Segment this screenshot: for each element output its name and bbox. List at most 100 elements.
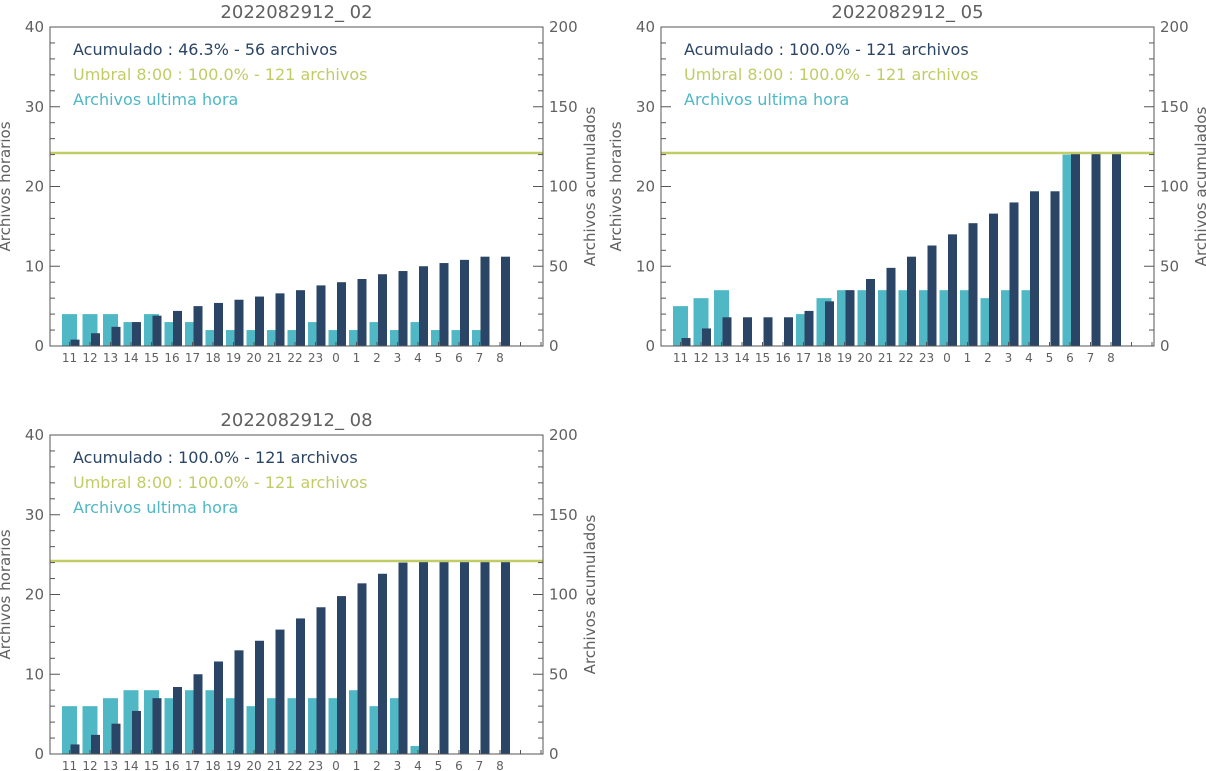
x-tick-label: 0 [943,351,951,365]
y2-tick-label: 150 [549,506,578,524]
x-tick-label: 6 [455,351,463,365]
y2-tick-label: 50 [549,257,568,275]
cumulative-bar [825,301,834,346]
x-tick-label: 17 [796,351,811,365]
cumulative-bar [702,328,711,346]
cumulative-bar [681,338,691,346]
x-tick-label: 4 [414,759,422,771]
cumulative-bar [111,326,121,346]
legend-hourly: Archivos ultima hora [684,90,849,109]
y-tick-label: 20 [25,178,44,196]
cumulative-bar [70,744,80,754]
x-tick-label: 4 [1025,351,1033,365]
x-tick-label: 8 [496,351,504,365]
cumulative-bar [173,687,182,754]
x-tick-label: 22 [898,351,913,365]
legend-hourly: Archivos ultima hora [73,90,238,109]
x-tick-label: 3 [394,351,402,365]
cumulative-bar [804,310,814,346]
x-tick-label: 20 [246,351,261,365]
legend-hourly: Archivos ultima hora [73,498,238,517]
x-tick-label: 2 [373,759,381,771]
y2-tick-label: 50 [1160,257,1179,275]
x-tick-label: 22 [287,759,302,771]
cumulative-bar [152,698,162,754]
cumulative-bar [927,245,937,346]
cumulative-bar [398,562,408,754]
x-tick-label: 12 [82,759,97,771]
cumulative-bar [132,710,141,754]
x-tick-label: 11 [673,351,688,365]
x-tick-label: 19 [226,351,241,365]
cumulative-bar [501,561,510,754]
cumulative-bar [480,256,490,346]
cumulative-bar [316,607,326,754]
x-tick-label: 5 [435,759,443,771]
cumulative-bar [907,256,916,346]
legend-threshold: Umbral 8:00 : 100.0% - 121 archivos [684,65,978,84]
x-tick-label: 2 [984,351,992,365]
x-tick-label: 4 [414,351,422,365]
cumulative-bar [1112,153,1121,346]
x-tick-label: 14 [734,351,749,365]
y-tick-label: 10 [25,257,44,275]
x-tick-label: 13 [103,759,118,771]
y-tick-label: 40 [25,426,44,444]
cumulative-bar [173,310,182,346]
cumulative-bar [70,339,80,346]
x-tick-label: 16 [164,351,179,365]
x-tick-label: 13 [103,351,118,365]
cumulative-bar [886,267,896,346]
cumulative-bar [91,333,100,346]
x-tick-label: 23 [308,351,323,365]
cumulative-bar [398,271,408,346]
hourly-bar [62,314,77,346]
x-tick-label: 18 [205,759,220,771]
y-axis-label: Archivos horarios [607,121,625,251]
cumulative-bar [501,256,510,346]
y2-tick-label: 200 [549,426,578,444]
x-tick-label: 0 [332,351,340,365]
cumulative-bar [439,263,449,346]
y-tick-label: 30 [25,98,44,116]
x-tick-label: 14 [123,759,138,771]
cumulative-bar [845,290,855,346]
x-tick-label: 7 [1087,351,1095,365]
cumulative-bar [337,282,346,346]
cumulative-bar [316,285,326,346]
cumulative-bar [1030,191,1039,346]
y-tick-label: 30 [636,98,655,116]
cumulative-bar [193,306,203,346]
y-tick-label: 20 [25,586,44,604]
x-tick-label: 7 [476,759,484,771]
cumulative-bar [1091,153,1101,346]
x-tick-label: 15 [144,759,159,771]
cumulative-bar [989,213,998,346]
y2-tick-label: 0 [1160,337,1170,355]
cumulative-bar [152,315,162,346]
cumulative-bar [480,561,490,754]
cumulative-bar [296,290,305,346]
cumulative-bar [378,573,387,754]
x-tick-label: 20 [246,759,261,771]
x-tick-label: 12 [693,351,708,365]
x-tick-label: 23 [308,759,323,771]
y-tick-label: 30 [25,506,44,524]
cumulative-bar [234,299,244,346]
legend-cumulative: Acumulado : 100.0% - 121 archivos [684,40,969,59]
legend-cumulative: Acumulado : 46.3% - 56 archivos [73,40,337,59]
cumulative-bar [1050,191,1060,346]
cumulative-bar [255,296,264,346]
cumulative-bar [722,317,732,346]
cumulative-bar [275,293,285,346]
cumulative-bar [743,317,752,346]
legend-threshold: Umbral 8:00 : 100.0% - 121 archivos [73,473,367,492]
x-tick-label: 17 [185,351,200,365]
legend-cumulative: Acumulado : 100.0% - 121 archivos [73,448,358,467]
cumulative-bar [111,723,121,754]
cumulative-bar [275,629,285,754]
x-tick-label: 14 [123,351,138,365]
